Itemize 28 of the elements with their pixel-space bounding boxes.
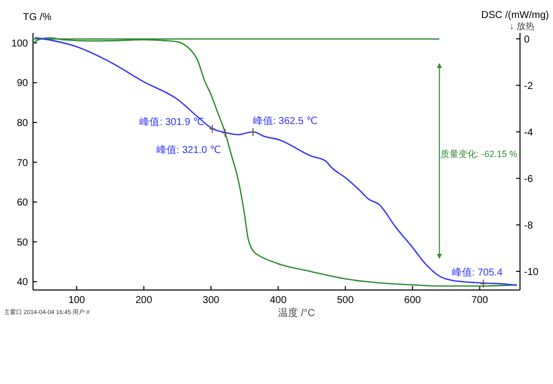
- y2-tick-label: -4: [524, 127, 534, 138]
- x-tick-label: 600: [404, 295, 422, 306]
- x-tick-label: 200: [135, 295, 153, 306]
- y2-tick-label: -6: [524, 174, 534, 185]
- x-axis-title: 温度 /°C: [278, 307, 315, 319]
- y-tick-label: 60: [16, 198, 28, 209]
- y2-axis-title: DSC /(mW/mg): [481, 10, 549, 21]
- chart-subtitle: ↓ 放热: [509, 21, 535, 31]
- x-tick-label: 100: [68, 295, 86, 306]
- x-tick-label: 300: [202, 295, 220, 306]
- y2-tick-label: -8: [524, 220, 534, 232]
- y-axis-title: TG /%: [23, 12, 52, 23]
- y-tick-label: 100: [11, 38, 28, 50]
- annotation: 峰值: 321.0 ℃: [156, 144, 222, 156]
- x-tick-label: 700: [471, 295, 488, 306]
- annotation: 峰值: 362.5 ℃: [252, 115, 318, 128]
- annotation: 峰值: 705.4: [452, 266, 504, 279]
- y-tick-label: 80: [16, 118, 28, 130]
- y2-tick-label: -10: [524, 266, 539, 278]
- y-tick-label: 90: [16, 78, 28, 90]
- y2-tick-label: 0: [524, 34, 530, 46]
- y-tick-label: 40: [16, 277, 28, 288]
- y-tick-label: 70: [16, 158, 28, 169]
- x-tick-label: 500: [337, 295, 354, 306]
- y-tick-label: 50: [16, 237, 28, 248]
- y2-tick-label: -2: [524, 80, 534, 92]
- annotation: 质量变化: -62.15 %: [440, 148, 518, 159]
- x-tick-label: 400: [270, 295, 287, 306]
